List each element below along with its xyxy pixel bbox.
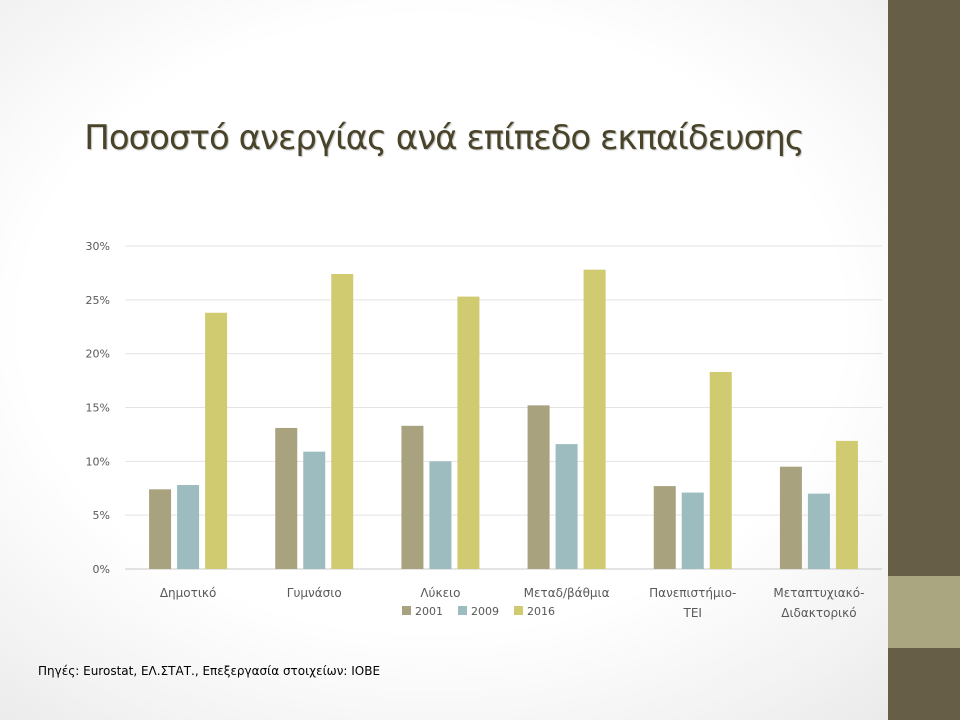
bar-2009 (681, 492, 704, 569)
x-category-label: Μεταδ/βάθμια (524, 586, 610, 600)
bar-2016 (709, 371, 732, 569)
x-category-label: Λύκειο (420, 586, 460, 600)
legend-label: 2009 (471, 605, 499, 618)
y-tick-label: 15% (86, 402, 110, 415)
bar-2001 (527, 405, 550, 569)
bar-2001 (401, 425, 424, 569)
bar-2001 (653, 486, 676, 569)
x-category-label: Γυμνάσιο (287, 586, 342, 600)
gridlines (125, 245, 882, 570)
bar-2009 (807, 493, 830, 569)
y-axis-tick-labels: 0% 5% 10% 15% 20% 25% 30% (86, 240, 110, 576)
bar-2016 (331, 273, 354, 569)
y-tick-label: 0% (93, 563, 110, 576)
bar-2016 (457, 296, 480, 569)
bar-2001 (779, 466, 802, 569)
bar-2016 (205, 312, 228, 569)
source-note: Πηγές: Eurostat, ΕΛ.ΣΤΑΤ., Επεξεργασία σ… (38, 664, 381, 678)
bar-2001 (275, 427, 298, 569)
y-tick-label: 20% (86, 348, 110, 361)
bar-2016 (583, 269, 606, 569)
y-tick-label: 10% (86, 455, 110, 468)
legend: 2001 2009 2016 (402, 605, 555, 618)
y-tick-label: 25% (86, 294, 110, 307)
bar-2009 (303, 451, 326, 569)
x-category-label: Πανεπιστήμιο-ΤΕΙ (649, 586, 736, 620)
legend-swatch (514, 606, 523, 615)
bar-2016 (835, 440, 858, 569)
bar-2001 (149, 489, 172, 569)
legend-label: 2016 (527, 605, 555, 618)
unemployment-bar-chart: 0% 5% 10% 15% 20% 25% 30% Δημοτικό Γυμνάσιο Λύκε… (86, 240, 882, 620)
legend-swatch (402, 606, 411, 615)
y-tick-label: 5% (93, 509, 110, 522)
legend-label: 2001 (415, 605, 443, 618)
x-category-label: Μεταπτυχιακό-Διδακτορικό (773, 586, 864, 620)
bar-2009 (429, 461, 452, 569)
x-axis-category-labels: Δημοτικό Γυμνάσιο Λύκειο Μεταδ/βάθμια Πανεπι… (160, 586, 865, 620)
y-tick-label: 30% (86, 240, 110, 253)
bar-2009 (555, 444, 578, 569)
slide-title: Ποσοστό ανεργίας ανά επίπεδο εκπαίδευσης (84, 118, 804, 158)
bars (149, 269, 858, 569)
x-category-label: Δημοτικό (160, 586, 217, 600)
sidebar-light-band (888, 576, 960, 648)
bar-2009 (177, 485, 200, 569)
legend-swatch (458, 606, 467, 615)
